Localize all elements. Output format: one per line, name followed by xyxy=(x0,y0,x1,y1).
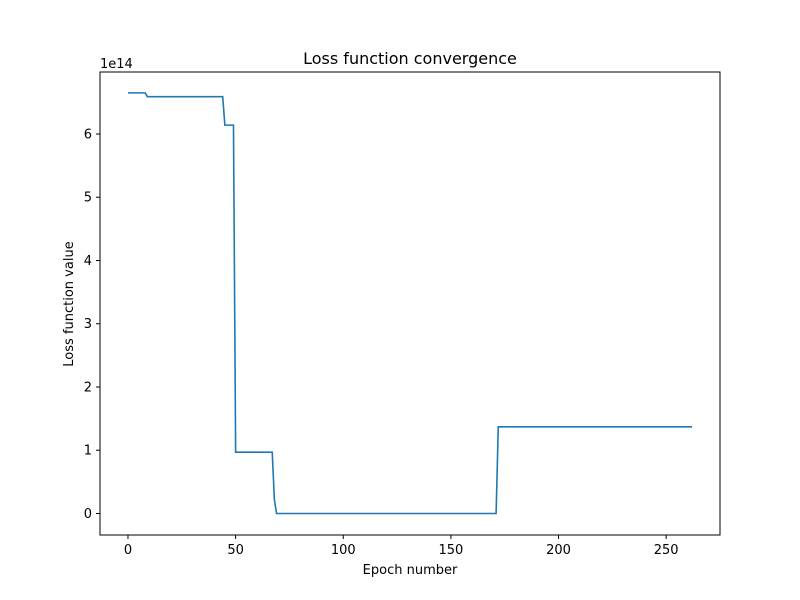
x-tick-label: 250 xyxy=(654,543,679,558)
y-axis-label: Loss function value xyxy=(62,241,77,366)
x-axis-label: Epoch number xyxy=(363,563,458,578)
y-offset-label: 1e14 xyxy=(100,57,133,72)
chart-title: Loss function convergence xyxy=(303,49,517,68)
y-tick-label: 4 xyxy=(84,254,92,269)
x-tick-label: 100 xyxy=(331,543,356,558)
x-tick-label: 150 xyxy=(438,543,463,558)
series-line-0 xyxy=(127,92,693,515)
y-tick-label: 5 xyxy=(84,191,92,206)
axes-frame xyxy=(99,71,721,536)
x-tick-label: 200 xyxy=(546,543,571,558)
y-tick-label: 3 xyxy=(84,317,92,332)
y-tick-label: 6 xyxy=(84,127,92,142)
x-tick-label: 0 xyxy=(124,543,132,558)
y-tick-label: 0 xyxy=(84,507,92,522)
plot-area: 0 50 100 150 200 250 0 1 2 3 4 5 6 xyxy=(84,71,721,558)
y-tick-label: 2 xyxy=(84,380,92,395)
x-tick-label: 50 xyxy=(227,543,244,558)
y-tick-label: 1 xyxy=(84,444,92,459)
